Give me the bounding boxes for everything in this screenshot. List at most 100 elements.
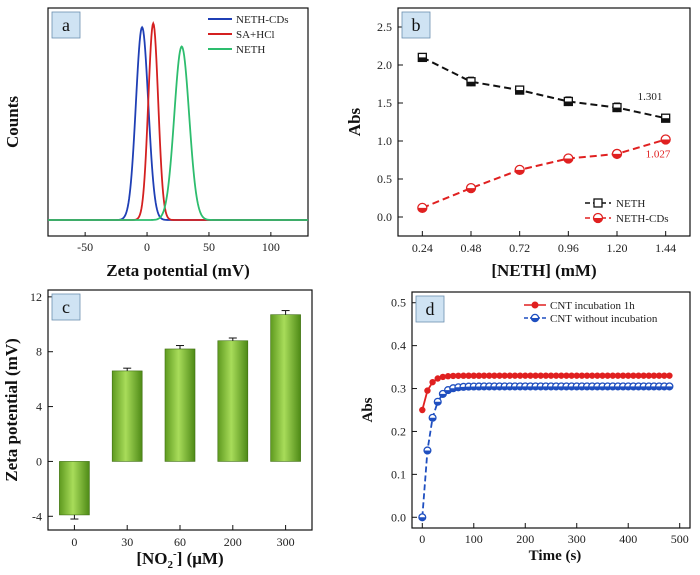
- panel-b-line-0: [421, 56, 666, 120]
- panel-c-bar-0: [59, 461, 90, 516]
- panel-b-legend-marker-0: [593, 198, 603, 208]
- panel-b-y-tick-label: 2.5: [377, 20, 392, 34]
- panel-d-y-tick-label: 0.3: [391, 382, 406, 396]
- panel-b-y-tick-label: 0.0: [377, 210, 392, 224]
- panel-d-point-incubation: [588, 372, 596, 379]
- panel-d-point-incubation: [470, 372, 477, 379]
- panel-d-point-no-incubation: [423, 446, 432, 455]
- panel-d-ticks: 0.0 0.1 0.2 0.3 0.4 0.5 0 100 200 300 400 500: [391, 296, 689, 546]
- panel-d-point-incubation: [619, 372, 627, 379]
- panel-d-point-no-incubation-fill: [434, 401, 442, 406]
- panel-d-point-incubation: [419, 406, 426, 414]
- panel-d-point-incubation: [547, 372, 555, 379]
- panel-d-point-incubation: [444, 373, 452, 380]
- panel-d-point-incubation: [537, 372, 544, 379]
- panel-a-curves: [48, 21, 308, 221]
- panel-d-point-incubation: [614, 372, 622, 379]
- panel-d-point-incubation: [552, 372, 560, 379]
- panel-b-point-neth-cds: [563, 153, 574, 164]
- panel-d-point-incubation: [429, 378, 436, 386]
- panel-b-point-neth-cds-fill: [515, 169, 525, 175]
- panel-b-x-tick-label: 0.48: [461, 241, 482, 255]
- panel-d-x-axis-label: Time (s): [529, 548, 582, 564]
- panel-c-y-tick-label: 0: [36, 454, 42, 468]
- panel-d-point-no-incubation-fill: [429, 417, 436, 422]
- panel-d-legend-marker-0: [531, 301, 539, 309]
- panel-b-y-tick-label: 0.5: [377, 172, 392, 186]
- panel-d-point-incubation: [480, 372, 488, 379]
- panel-b-point-neth-cds-fill: [417, 207, 427, 213]
- panel-c-bar-4: [270, 314, 301, 462]
- panel-d-point-incubation: [666, 372, 673, 379]
- panel-b-annotation-neth-cds: 1.027: [646, 148, 671, 160]
- panel-b-legend-marker-1-fill: [593, 218, 603, 223]
- panel-d-point-incubation: [583, 372, 591, 379]
- panel-b-y-tick-label: 1.0: [377, 134, 392, 148]
- panel-b-legend: NETH NETH-CDs: [585, 198, 669, 225]
- panel-d-legend-label-0: CNT incubation 1h: [550, 300, 635, 312]
- panel-b-point-neth-fill: [418, 57, 427, 62]
- panel-c-bar-2: [164, 348, 196, 462]
- panel-b-point-neth-cds: [611, 148, 623, 160]
- panel-d-point-incubation: [527, 372, 534, 379]
- panel-b-point-neth-cds: [660, 134, 671, 145]
- panel-c-y-tick-label: 4: [36, 400, 42, 414]
- panel-d-legend-marker-1-fill: [531, 318, 539, 322]
- panel-c-y-tick-label: -4: [32, 509, 42, 523]
- panel-d-point-incubation: [542, 372, 550, 379]
- panel-c-ticks: -4 0 4 8 12 0 30 60 200 300: [30, 290, 295, 549]
- panel-b-point-neth-cds-fill: [661, 139, 671, 144]
- panel-d-point-incubation: [568, 372, 575, 379]
- panel-d-y-axis-label: Abs: [360, 397, 376, 422]
- panel-d-point-incubation: [491, 372, 498, 379]
- panel-c-bar-1: [111, 370, 143, 462]
- panel-a-series-2: [48, 45, 308, 221]
- panel-b-point-neth-fill: [467, 81, 475, 86]
- panel-c-x-label-sup: -: [173, 548, 177, 560]
- panel-b-frame: [397, 7, 691, 237]
- panel-d-y-tick-label: 0.1: [391, 467, 406, 481]
- panel-d-point-incubation: [650, 372, 658, 379]
- panel-c-bar-3: [217, 340, 249, 462]
- panel-a-tag: a: [62, 15, 70, 35]
- panel-c-x-label-tail: ] (μM): [177, 549, 224, 568]
- panel-d-point-incubation: [455, 372, 462, 379]
- panel-d-point-incubation: [645, 372, 653, 379]
- panel-d-y-tick-label: 0.0: [391, 510, 406, 524]
- panel-d-point-incubation: [424, 387, 431, 394]
- panel-c-x-tick-label: 300: [277, 535, 295, 549]
- panel-a-series-0: [48, 25, 308, 221]
- panel-b-point-neth-cds: [514, 164, 525, 176]
- panel-d-x-tick-label: 100: [465, 532, 483, 546]
- panel-d-point-incubation: [434, 375, 441, 382]
- panel-d-point-incubation: [573, 372, 580, 379]
- panel-d-point-incubation: [449, 372, 457, 380]
- panel-c-tag: c: [62, 297, 70, 317]
- panel-d-line-1: [421, 385, 670, 518]
- panel-b-line-1: [421, 138, 666, 209]
- panel-d-point-incubation: [563, 372, 570, 379]
- panel-c-x-tick-label: 0: [71, 535, 77, 549]
- panel-a-legend-label-1: SA+HCl: [236, 29, 275, 41]
- panel-c-y-tick-label: 8: [36, 345, 42, 359]
- panel-d-point-incubation: [655, 372, 663, 379]
- panel-b-x-tick-label: 0.96: [558, 241, 579, 255]
- panel-d-legend-label-1: CNT without incubation: [550, 313, 658, 325]
- panel-d-series: [418, 372, 674, 522]
- panel-d-point-incubation: [511, 372, 519, 379]
- panel-d-frame: [411, 291, 691, 529]
- panel-a-x-tick-label: -50: [77, 240, 93, 254]
- panel-b-series: [417, 52, 671, 214]
- panel-d-point-no-incubation: [438, 389, 447, 398]
- panel-b-x-tick-label: 0.72: [509, 241, 530, 255]
- panel-d-point-incubation: [578, 372, 586, 379]
- panel-a-legend-label-2: NETH: [236, 44, 265, 56]
- panel-d-point-incubation: [501, 372, 508, 379]
- panel-b-point-neth-fill: [661, 118, 670, 123]
- panel-a-legend-label-0: NETH-CDs: [236, 14, 289, 26]
- panel-b-x-tick-label: 0.24: [412, 241, 433, 255]
- panel-c-tag-box: [51, 293, 81, 321]
- panel-b-point-neth-cds: [465, 182, 477, 194]
- panel-d-x-tick-label: 400: [619, 532, 637, 546]
- panel-b-y-axis-label: Abs: [345, 107, 364, 136]
